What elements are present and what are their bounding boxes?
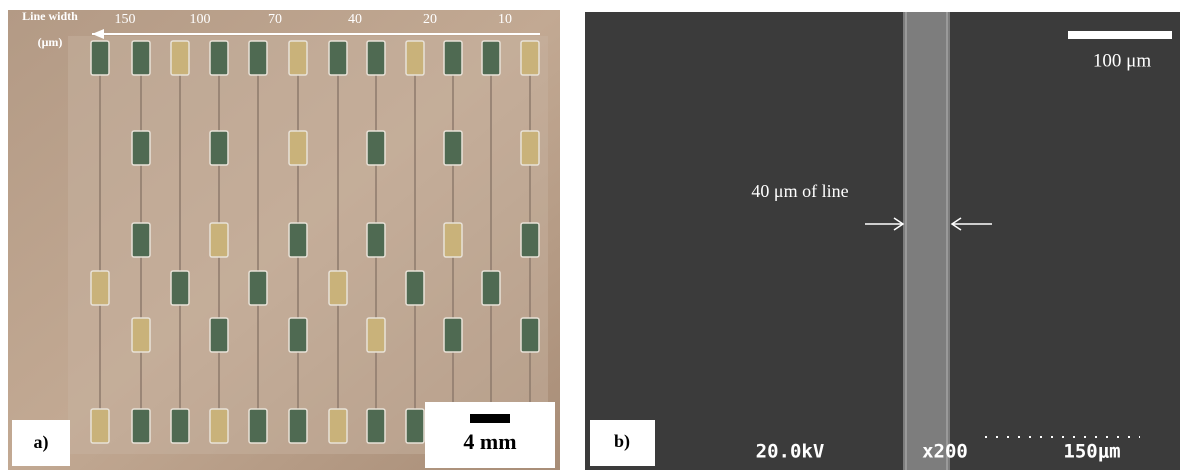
width-value: 100 bbox=[190, 12, 211, 27]
pad bbox=[91, 271, 109, 305]
pad bbox=[406, 271, 424, 305]
pad bbox=[367, 41, 385, 75]
pad bbox=[367, 223, 385, 257]
figure: Line width (μm) 150 100 70 40 20 10 4 mm… bbox=[0, 0, 1188, 472]
pad bbox=[132, 223, 150, 257]
pad bbox=[249, 41, 267, 75]
pad bbox=[132, 409, 150, 443]
pad bbox=[367, 318, 385, 352]
scale-label: 4 mm bbox=[463, 429, 516, 454]
pad bbox=[289, 131, 307, 165]
pad bbox=[482, 271, 500, 305]
pad bbox=[444, 131, 462, 165]
pad bbox=[132, 131, 150, 165]
pad bbox=[521, 41, 539, 75]
panel-a: Line width (μm) 150 100 70 40 20 10 4 mm… bbox=[8, 9, 560, 470]
pad bbox=[210, 318, 228, 352]
pad bbox=[210, 409, 228, 443]
pad bbox=[91, 409, 109, 443]
pad bbox=[444, 41, 462, 75]
pad bbox=[210, 131, 228, 165]
pad bbox=[249, 409, 267, 443]
pad bbox=[210, 223, 228, 257]
pad bbox=[210, 41, 228, 75]
annotation: 40 μm of line bbox=[751, 181, 848, 201]
pad bbox=[289, 41, 307, 75]
width-value: 20 bbox=[423, 12, 437, 27]
pad bbox=[406, 409, 424, 443]
scale-label: 100 μm bbox=[1093, 50, 1151, 71]
width-value: 150 bbox=[115, 12, 136, 27]
panel-b: 100 μm 40 μm of line 20.0kV x200 150μm b… bbox=[585, 12, 1180, 470]
pad bbox=[521, 223, 539, 257]
scale-bar bbox=[1068, 31, 1172, 39]
sem-background bbox=[585, 12, 1180, 470]
panel-label: a) bbox=[34, 432, 49, 453]
pad bbox=[482, 41, 500, 75]
pad bbox=[289, 318, 307, 352]
line-width-label: Line width bbox=[22, 9, 78, 23]
pad bbox=[521, 131, 539, 165]
magnification: x200 bbox=[922, 441, 968, 463]
pad bbox=[91, 41, 109, 75]
scale-bar bbox=[470, 414, 510, 423]
pad bbox=[406, 41, 424, 75]
pad bbox=[329, 41, 347, 75]
pad bbox=[289, 409, 307, 443]
voltage: 20.0kV bbox=[756, 441, 825, 463]
panel-label: b) bbox=[614, 431, 630, 452]
pad bbox=[249, 271, 267, 305]
pad bbox=[367, 131, 385, 165]
pad bbox=[367, 409, 385, 443]
marker-label: 150μm bbox=[1063, 441, 1120, 463]
pad bbox=[171, 409, 189, 443]
pad bbox=[132, 41, 150, 75]
printed-line bbox=[903, 12, 950, 470]
pad bbox=[329, 271, 347, 305]
pad bbox=[171, 41, 189, 75]
pad bbox=[444, 223, 462, 257]
pad bbox=[521, 318, 539, 352]
page: {"panel_a": {"label": "a)", "line_width_… bbox=[0, 0, 1188, 472]
pad bbox=[329, 409, 347, 443]
pad bbox=[132, 318, 150, 352]
width-value: 10 bbox=[498, 12, 512, 27]
width-value: 70 bbox=[268, 12, 282, 27]
pad bbox=[444, 318, 462, 352]
pad bbox=[289, 223, 307, 257]
pad bbox=[171, 271, 189, 305]
width-value: 40 bbox=[348, 12, 362, 27]
unit-label: (μm) bbox=[38, 35, 63, 49]
